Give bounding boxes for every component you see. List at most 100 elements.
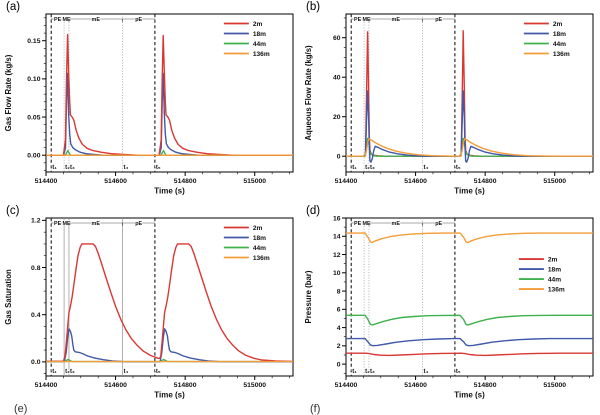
series-line-18m	[346, 90, 593, 163]
chart-canvas: 514400 514600 514800 515000 0 2 4 6 8 10 12 14 16 PE M…	[304, 215, 594, 400]
y-axis-title: Gas Saturation	[4, 269, 13, 325]
x-tick-label: 514800	[474, 382, 497, 389]
x-tick-label: 515000	[543, 382, 566, 389]
x-tick-label: 514400	[35, 178, 58, 185]
y-tick-label: 0.4	[31, 312, 41, 319]
legend-label: 18m	[253, 235, 266, 242]
panel-a-label: (a)	[6, 1, 21, 13]
t-marker-label: t₁	[52, 369, 57, 375]
y-tick-label: 4	[337, 325, 341, 332]
t-marker-label: t₄	[124, 165, 129, 171]
t-marker-label: t₁	[352, 369, 357, 375]
series-line-2m	[46, 243, 294, 363]
x-tick-label: 514800	[174, 382, 197, 389]
panel-b-chart-host: 514400 514600 514800 515000 0 20 40 60 PE ME mE pE t…	[300, 0, 600, 209]
series-line-2m	[346, 30, 593, 157]
t-marker-label: t₂	[365, 369, 370, 375]
phase-label: pE	[435, 221, 442, 227]
x-axis-title: Time (s)	[454, 391, 485, 400]
phase-label: PE	[54, 17, 62, 23]
legend-label: 18m	[548, 266, 561, 273]
x-tick-label: 514400	[335, 178, 358, 185]
legend-label: 2m	[548, 256, 558, 263]
phase-label: PE	[354, 17, 362, 23]
panel-c: (c) 514400 514600 514800 515000 0.0 0.4 0.8 1.2…	[0, 204, 300, 408]
y-tick-label: 8	[337, 288, 341, 295]
legend-label: 2m	[253, 21, 263, 28]
series-line-18m	[346, 337, 593, 347]
x-axis-title: Time (s)	[154, 391, 185, 400]
phase-label: PE	[354, 221, 362, 227]
y-tick-label: 0	[337, 361, 341, 368]
y-tick-label: 60	[333, 35, 341, 42]
panel-b: (b) 514400 514600 514800 515000 0 20 40 60 PE ME m…	[300, 0, 600, 204]
series-line-136m	[346, 232, 593, 244]
t-marker-label: t₃	[370, 369, 375, 375]
plot-frame	[345, 217, 594, 377]
t-marker-label: t₃	[70, 369, 75, 375]
phase-label: mE	[92, 221, 101, 227]
x-tick-label: 514400	[35, 382, 58, 389]
y-tick-label: 0.8	[31, 265, 41, 272]
x-tick-label: 515000	[243, 382, 266, 389]
phase-label: mE	[392, 17, 401, 23]
y-tick-label: 6	[337, 307, 341, 314]
phase-label: ME	[62, 221, 70, 227]
phase-label: pE	[135, 17, 142, 23]
x-tick-label: 514600	[404, 382, 427, 389]
series-line-18m	[46, 328, 293, 363]
legend-label: 44m	[548, 276, 561, 283]
y-tick-label: 2	[337, 343, 341, 350]
phase-label: PE	[54, 221, 62, 227]
y-tick-label: 0.15	[27, 38, 40, 45]
legend-label: 18m	[553, 31, 566, 38]
panel-d-label: (d)	[306, 205, 321, 217]
y-tick-label: 40	[333, 75, 341, 82]
chart-canvas: 514400 514600 514800 515000 0.0 0.4 0.8 1.2 PE ME…	[4, 217, 294, 400]
legend-label: 44m	[253, 41, 266, 48]
panel-d: (d) 514400 514600 514800 515000 0 2 4 6 8 10 12 14 1…	[300, 204, 600, 408]
y-tick-label: 20	[333, 114, 341, 121]
phase-label: mE	[392, 221, 401, 227]
y-tick-label: 0.10	[27, 76, 40, 83]
x-tick-label: 514400	[335, 382, 358, 389]
x-tick-label: 514800	[174, 178, 197, 185]
phase-label: mE	[92, 17, 101, 23]
legend-label: 2m	[553, 21, 563, 28]
series-line-44m	[346, 314, 593, 326]
chart-canvas: 514400 514600 514800 515000 0.00 0.05 0.10 0.15…	[4, 13, 294, 196]
plot-frame	[345, 13, 594, 173]
y-tick-label: 0.05	[27, 114, 40, 121]
t-marker-label: t₂	[65, 369, 70, 375]
x-tick-label: 514600	[104, 382, 127, 389]
legend-label: 2m	[253, 225, 263, 232]
panel-c-label: (c)	[6, 205, 20, 217]
panel-d-chart-host: 514400 514600 514800 515000 0 2 4 6 8 10 12 14 16 PE M…	[300, 204, 600, 413]
legend-label: 44m	[553, 41, 566, 48]
panel-b-label: (b)	[306, 1, 321, 13]
next-panel-partial-label-right: (f)	[310, 403, 321, 415]
y-axis-title: Pressure (bar)	[304, 270, 313, 323]
y-tick-label: 10	[333, 270, 341, 277]
x-axis-title: Time (s)	[454, 187, 485, 196]
t-marker-label: t₅	[456, 369, 461, 375]
t-marker-label: t₂	[65, 165, 70, 171]
panel-a-chart-host: 514400 514600 514800 515000 0.00 0.05 0.10 0.15…	[0, 0, 300, 209]
t-marker-label: t₁	[352, 165, 357, 171]
x-axis-title: Time (s)	[154, 187, 185, 196]
panel-c-chart-host: 514400 514600 514800 515000 0.0 0.4 0.8 1.2 PE ME…	[0, 204, 300, 413]
phase-label: pE	[135, 221, 142, 227]
phase-label: ME	[362, 17, 370, 23]
y-tick-label: 16	[333, 215, 341, 222]
t-marker-label: t₄	[124, 369, 129, 375]
y-tick-label: 12	[333, 252, 341, 259]
x-tick-label: 515000	[243, 178, 266, 185]
phase-label: ME	[362, 221, 370, 227]
t-marker-label: t₄	[424, 369, 429, 375]
t-marker-label: t₃	[370, 165, 375, 171]
t-marker-label: t₅	[156, 165, 161, 171]
t-marker-label: t₂	[365, 165, 370, 171]
y-tick-label: 0	[337, 154, 341, 161]
legend-label: 44m	[253, 245, 266, 252]
